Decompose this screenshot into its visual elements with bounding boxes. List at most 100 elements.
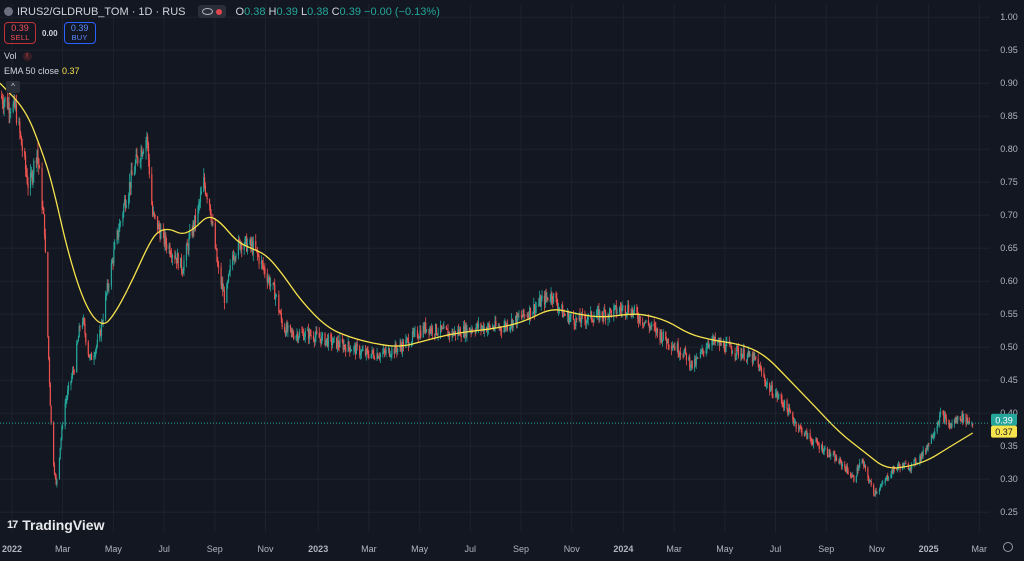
candle-body bbox=[540, 299, 542, 307]
candle-body bbox=[847, 470, 849, 475]
candle bbox=[67, 381, 70, 395]
volume-indicator[interactable]: Vol ! bbox=[4, 51, 32, 61]
candle bbox=[636, 304, 638, 315]
candle-body bbox=[783, 400, 786, 409]
candle bbox=[465, 322, 467, 339]
ema-50-line bbox=[0, 82, 974, 469]
candle bbox=[458, 323, 460, 336]
candle bbox=[90, 351, 93, 361]
candle-body bbox=[430, 327, 433, 332]
candle-body bbox=[580, 320, 582, 323]
candle bbox=[482, 325, 484, 330]
candle bbox=[798, 425, 801, 432]
warning-icon[interactable]: ! bbox=[22, 51, 32, 61]
candle-body bbox=[799, 426, 801, 428]
candle-body bbox=[959, 416, 961, 420]
volume-label: Vol bbox=[4, 51, 17, 61]
candle-body bbox=[402, 341, 404, 352]
candle-body bbox=[694, 358, 697, 365]
candle bbox=[666, 336, 668, 350]
candle-body bbox=[140, 149, 142, 161]
ema-price-badge: 0.37 bbox=[995, 427, 1013, 437]
time-axis[interactable]: 2022 Mar May Jul Sep Nov 2023 Mar May Jul Sep Nov 20… bbox=[2, 544, 987, 554]
symbol-title[interactable]: IRUS2/GLDRUB_TOM · 1D · RUS bbox=[17, 5, 186, 18]
candle-body bbox=[58, 457, 60, 479]
candle bbox=[564, 313, 566, 317]
candle bbox=[501, 326, 503, 339]
candle bbox=[878, 487, 881, 495]
candle bbox=[226, 282, 228, 304]
sell-button[interactable]: 0.39 SELL bbox=[4, 22, 36, 44]
candle-body bbox=[684, 348, 686, 352]
candle bbox=[425, 328, 428, 333]
visibility-toggle[interactable] bbox=[197, 5, 226, 18]
candle-body bbox=[749, 353, 751, 357]
candle bbox=[718, 337, 720, 352]
candle-body bbox=[31, 172, 33, 182]
candle bbox=[50, 405, 52, 425]
candle bbox=[648, 322, 650, 334]
candle-body bbox=[725, 342, 727, 352]
candle-body bbox=[48, 358, 51, 384]
candle-body bbox=[858, 467, 860, 471]
candle bbox=[249, 238, 251, 246]
candle bbox=[188, 232, 190, 257]
price-axis[interactable]: 1.000.950.900.850.800.750.700.650.600.55… bbox=[1000, 12, 1018, 517]
candle-body bbox=[350, 350, 352, 352]
candle bbox=[442, 323, 444, 330]
candle-body bbox=[624, 306, 626, 315]
candle bbox=[818, 442, 820, 454]
candle-body bbox=[19, 121, 21, 133]
candle-body bbox=[898, 463, 900, 466]
collapse-indicators-button[interactable]: ^ bbox=[6, 81, 20, 93]
candle bbox=[32, 170, 34, 188]
candle-body bbox=[261, 260, 263, 263]
candle-body bbox=[133, 171, 136, 176]
ema-indicator[interactable]: EMA 50 close 0.37 bbox=[4, 66, 80, 76]
candle-body bbox=[968, 421, 970, 424]
tradingview-logo[interactable]: 17 TradingView bbox=[7, 517, 104, 533]
candle bbox=[748, 350, 750, 358]
candle-body bbox=[430, 328, 432, 332]
candle-body bbox=[128, 195, 130, 205]
candle bbox=[772, 393, 774, 399]
candle-body bbox=[620, 309, 622, 312]
candle-body bbox=[775, 392, 777, 395]
candle bbox=[35, 157, 37, 168]
candle-body bbox=[818, 445, 820, 450]
candle-body bbox=[307, 329, 309, 332]
candle bbox=[221, 276, 223, 290]
candle-body bbox=[260, 260, 263, 265]
candle bbox=[24, 151, 27, 177]
candle-body bbox=[123, 199, 126, 205]
candle-body bbox=[189, 230, 191, 238]
candle bbox=[354, 342, 357, 360]
candle bbox=[868, 475, 870, 484]
candle-body bbox=[269, 278, 271, 287]
candle bbox=[844, 460, 846, 471]
candle bbox=[250, 236, 252, 253]
candle bbox=[407, 333, 409, 352]
candle-body bbox=[258, 255, 260, 265]
candle bbox=[959, 415, 961, 422]
candle bbox=[266, 268, 268, 289]
candle-body bbox=[146, 136, 148, 140]
candle-body bbox=[25, 169, 27, 175]
candle-body bbox=[719, 341, 721, 346]
candle bbox=[19, 117, 21, 140]
candle bbox=[204, 182, 207, 197]
candle-body bbox=[204, 177, 206, 186]
candle-body bbox=[477, 323, 480, 329]
candle-body bbox=[713, 336, 716, 342]
candle bbox=[706, 342, 708, 354]
candle-body bbox=[695, 358, 697, 365]
candle-body bbox=[592, 321, 594, 323]
candle bbox=[891, 469, 893, 478]
candle-body bbox=[604, 311, 607, 320]
buy-button[interactable]: 0.39 BUY bbox=[63, 22, 96, 44]
gear-icon[interactable] bbox=[1003, 542, 1013, 552]
candle bbox=[26, 168, 28, 185]
candle bbox=[520, 310, 522, 320]
candle bbox=[55, 473, 57, 486]
